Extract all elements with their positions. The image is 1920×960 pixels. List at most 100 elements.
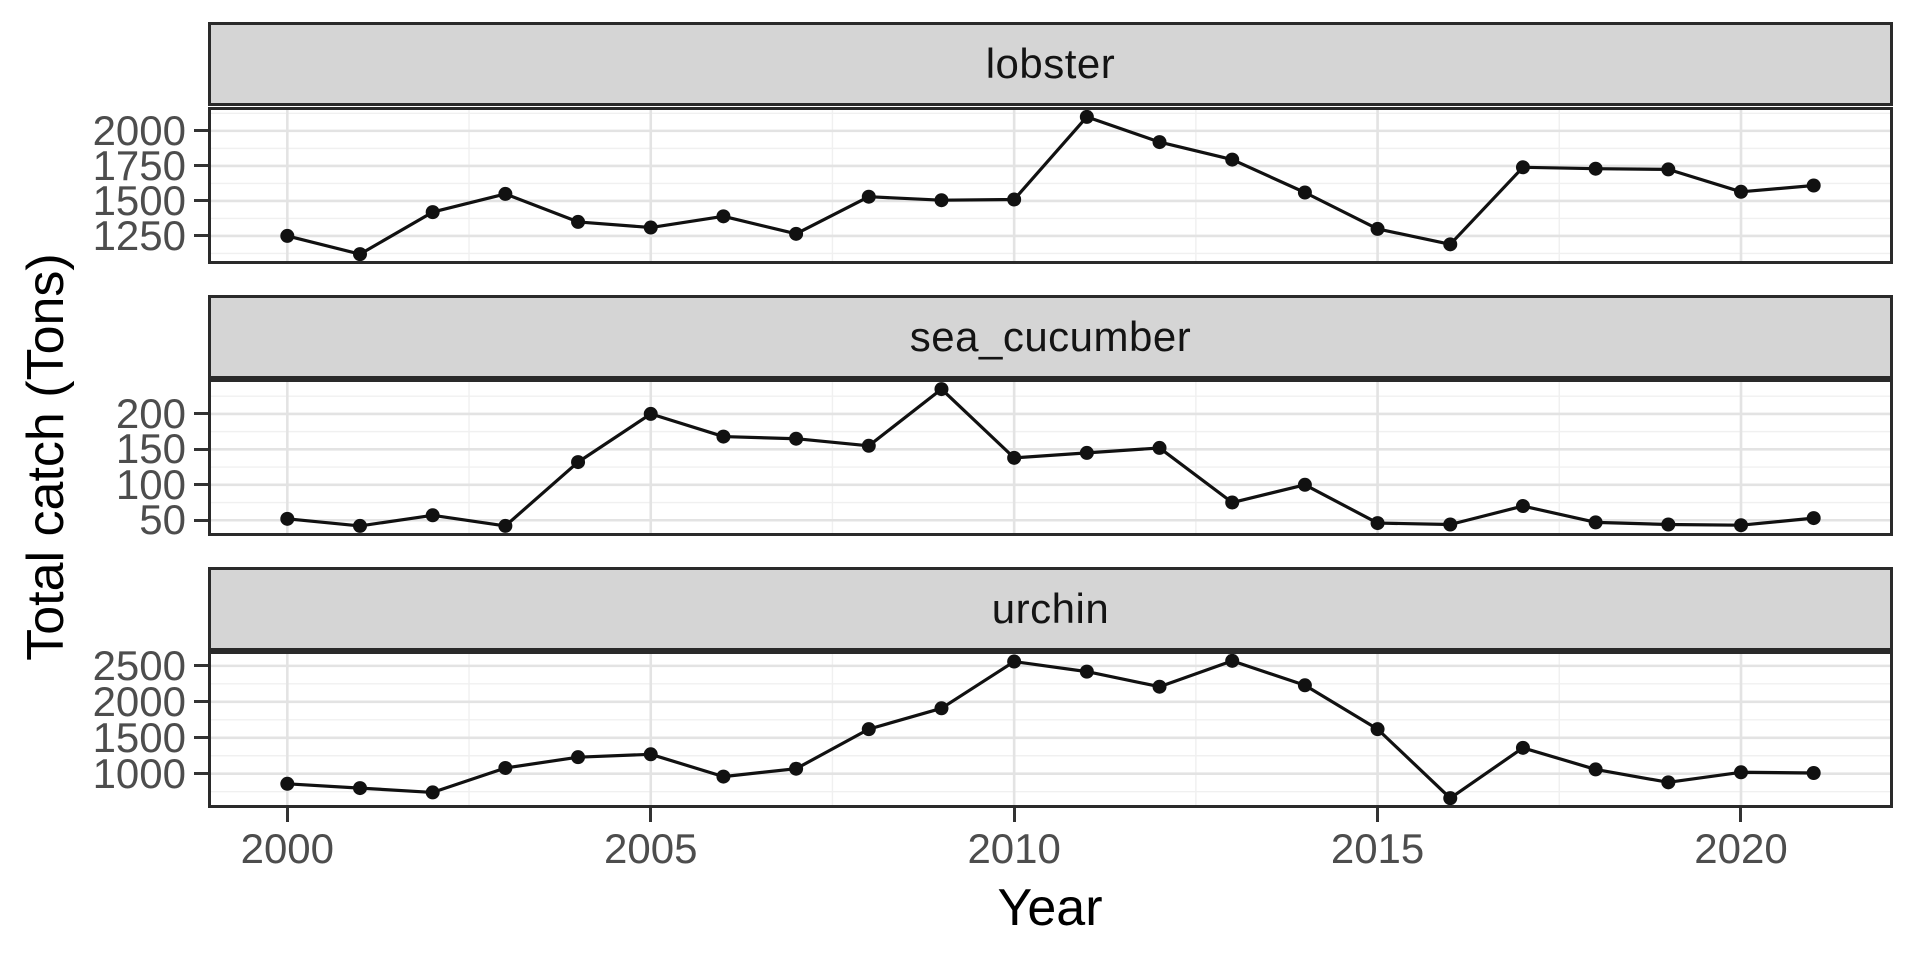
data-point — [1443, 517, 1458, 532]
data-point — [1152, 135, 1167, 150]
data-point — [1225, 495, 1240, 510]
data-point — [934, 701, 949, 716]
data-point — [1588, 515, 1603, 530]
facet-strip-lobster: lobster — [208, 22, 1893, 106]
x-axis-tick-label: 2020 — [1694, 825, 1788, 872]
data-point — [1443, 791, 1458, 805]
facet-strip-sea-cucumber: sea_cucumber — [208, 295, 1893, 379]
data-point — [425, 785, 440, 800]
data-point — [425, 205, 440, 220]
data-point — [571, 750, 586, 765]
x-axis-tick — [649, 808, 653, 822]
data-point — [1007, 192, 1022, 207]
panel-canvas — [211, 110, 1890, 261]
data-point — [1515, 160, 1530, 175]
facet-strip-label: lobster — [985, 40, 1116, 87]
x-axis-tick-label: 2000 — [240, 825, 335, 872]
data-point — [861, 722, 876, 737]
data-point — [861, 189, 876, 204]
x-axis-tick-label: 2015 — [1330, 825, 1425, 872]
y-axis-tick — [194, 234, 208, 238]
data-point — [643, 747, 658, 762]
data-point — [1370, 722, 1385, 737]
y-axis-tick-label: 2500 — [92, 641, 186, 689]
x-axis-tick — [1376, 808, 1380, 822]
data-point — [1661, 162, 1676, 177]
y-axis-tick — [194, 483, 208, 487]
y-axis-tick — [194, 700, 208, 704]
y-axis-tick-label: 150 — [115, 425, 186, 473]
data-point — [280, 511, 295, 526]
data-point — [1515, 740, 1530, 755]
data-point — [1370, 516, 1385, 531]
facet-strip-label: urchin — [991, 585, 1110, 632]
data-point — [716, 429, 731, 444]
y-axis-tick — [194, 129, 208, 133]
data-point — [934, 382, 949, 397]
y-axis-tick-label: 200 — [115, 389, 186, 437]
data-point — [716, 209, 731, 224]
y-axis-tick-label: 1500 — [92, 713, 186, 761]
y-axis-tick-label: 1250 — [92, 211, 186, 259]
data-point — [1007, 654, 1022, 669]
facet-panel-urchin — [208, 651, 1893, 808]
data-point — [1806, 766, 1821, 781]
y-axis-tick-label: 1500 — [92, 176, 186, 224]
data-point — [571, 455, 586, 470]
data-point — [1733, 765, 1748, 780]
data-point — [1007, 450, 1022, 465]
data-point — [1225, 152, 1240, 167]
x-axis-tick — [1012, 808, 1016, 822]
y-axis-tick — [194, 772, 208, 776]
data-point — [716, 769, 731, 784]
data-point — [1079, 664, 1094, 679]
data-point — [280, 228, 295, 243]
data-point — [1152, 679, 1167, 694]
facet-strip-label: sea_cucumber — [909, 313, 1192, 360]
data-point — [498, 186, 513, 201]
panel-canvas — [211, 654, 1890, 805]
data-point — [789, 431, 804, 446]
data-point — [1661, 517, 1676, 532]
data-point — [1079, 445, 1094, 460]
panel-canvas — [211, 382, 1890, 533]
facet-panel-lobster — [208, 107, 1893, 264]
data-point — [571, 214, 586, 229]
x-axis-tick — [285, 808, 289, 822]
x-axis-tick — [1739, 808, 1743, 822]
y-axis-tick-label: 100 — [115, 460, 186, 508]
data-point — [1733, 184, 1748, 199]
series-line — [287, 659, 1814, 800]
y-axis-tick — [194, 518, 208, 522]
facet-strip-urchin: urchin — [208, 567, 1893, 651]
y-axis-tick — [194, 447, 208, 451]
data-point — [643, 220, 658, 235]
data-point — [1370, 221, 1385, 236]
data-point — [1152, 440, 1167, 455]
data-point — [1297, 185, 1312, 200]
series-line — [287, 387, 1814, 528]
data-point — [1661, 775, 1676, 790]
data-point — [1225, 654, 1240, 668]
data-point — [1515, 499, 1530, 514]
data-point — [934, 193, 949, 208]
y-axis-tick — [194, 412, 208, 416]
y-axis-tick-label: 1000 — [92, 749, 186, 797]
data-point — [1297, 678, 1312, 693]
data-point — [353, 781, 368, 796]
y-axis-tick — [194, 736, 208, 740]
y-axis-tick — [194, 664, 208, 668]
facet-panel-sea-cucumber — [208, 379, 1893, 536]
data-point — [425, 508, 440, 523]
data-point — [861, 438, 876, 453]
data-point — [1079, 110, 1094, 124]
y-axis-tick-label: 2000 — [92, 106, 186, 154]
data-point — [353, 247, 368, 261]
data-point — [789, 226, 804, 241]
x-axis-title: Year — [997, 879, 1103, 937]
data-point — [1588, 161, 1603, 176]
y-axis-title: Total catch (Tons) — [17, 253, 75, 661]
data-point — [789, 761, 804, 776]
data-point — [1588, 762, 1603, 777]
